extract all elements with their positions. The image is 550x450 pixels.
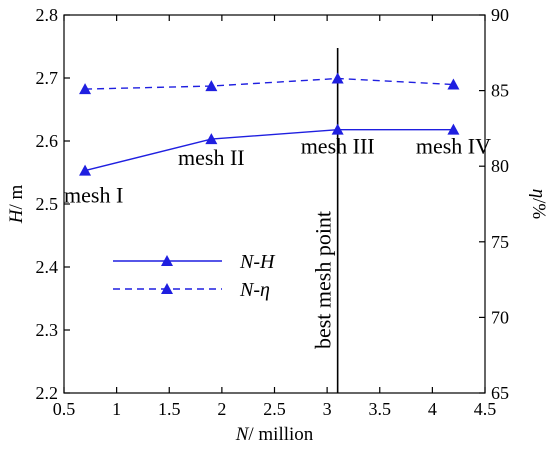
series-marker [331, 123, 344, 135]
legend: N-H N-η [113, 251, 276, 301]
y-right-tick-label: 70 [491, 307, 509, 327]
x-tick-label: 2.5 [263, 399, 286, 419]
series-markers [79, 72, 460, 176]
legend-label-n-eta: N-η [239, 279, 270, 301]
series-marker [331, 72, 344, 84]
series-marker [205, 80, 218, 92]
legend-label-n-h: N-H [239, 251, 276, 273]
y-left-tick-label: 2.8 [36, 5, 59, 25]
series-marker [205, 133, 218, 145]
series-marker [447, 123, 460, 135]
y-right-axis-ticks: 65 70 75 80 85 90 [479, 5, 509, 403]
y-left-tick-label: 2.6 [36, 131, 59, 151]
x-tick-label: 4.5 [474, 399, 497, 419]
mesh-label: mesh IV [416, 134, 491, 159]
series-line-n-eta [85, 77, 454, 90]
mesh-label: mesh I [64, 183, 123, 208]
y-left-tick-label: 2.5 [36, 194, 59, 214]
plot-frame [63, 14, 486, 394]
y-right-tick-label: 80 [491, 156, 509, 176]
y-right-tick-label: 85 [491, 81, 509, 101]
y-left-tick-label: 2.3 [36, 320, 59, 340]
mesh-label: mesh III [301, 134, 375, 159]
y-right-tick-label: 65 [491, 383, 509, 403]
x-tick-label: 2 [217, 399, 226, 419]
legend-marker-n-eta [161, 283, 173, 294]
x-tick-label: 0.5 [53, 399, 76, 419]
y-left-axis-title: H/ m [6, 185, 27, 225]
best-mesh-annotation: best mesh point [311, 211, 336, 349]
y-right-tick-label: 90 [491, 5, 509, 25]
x-tick-label: 4 [428, 399, 437, 419]
y-left-tick-label: 2.2 [36, 383, 59, 403]
series-marker [79, 164, 92, 176]
series-marker [447, 78, 460, 90]
y-right-axis-title: η/% [528, 189, 549, 220]
series-line-n-h [84, 128, 454, 172]
series-marker [79, 83, 92, 95]
x-tick-label: 1 [112, 399, 121, 419]
y-left-axis-ticks: 2.2 2.3 2.4 2.5 2.6 2.7 2.8 [36, 5, 70, 403]
x-tick-label: 3.5 [369, 399, 392, 419]
y-left-tick-label: 2.7 [36, 68, 59, 88]
mesh-label: mesh II [178, 145, 245, 170]
x-axis-title: N/ million [235, 424, 314, 445]
x-axis-ticks: 0.5 1 1.5 2 2.5 3 3.5 4 4.5 [53, 15, 497, 419]
y-right-tick-label: 75 [491, 232, 509, 252]
legend-marker-n-h [161, 255, 173, 266]
x-tick-label: 3 [323, 399, 332, 419]
x-tick-label: 1.5 [158, 399, 181, 419]
y-left-tick-label: 2.4 [36, 257, 59, 277]
mesh-labels: mesh I mesh II mesh III mesh IV [64, 134, 491, 208]
